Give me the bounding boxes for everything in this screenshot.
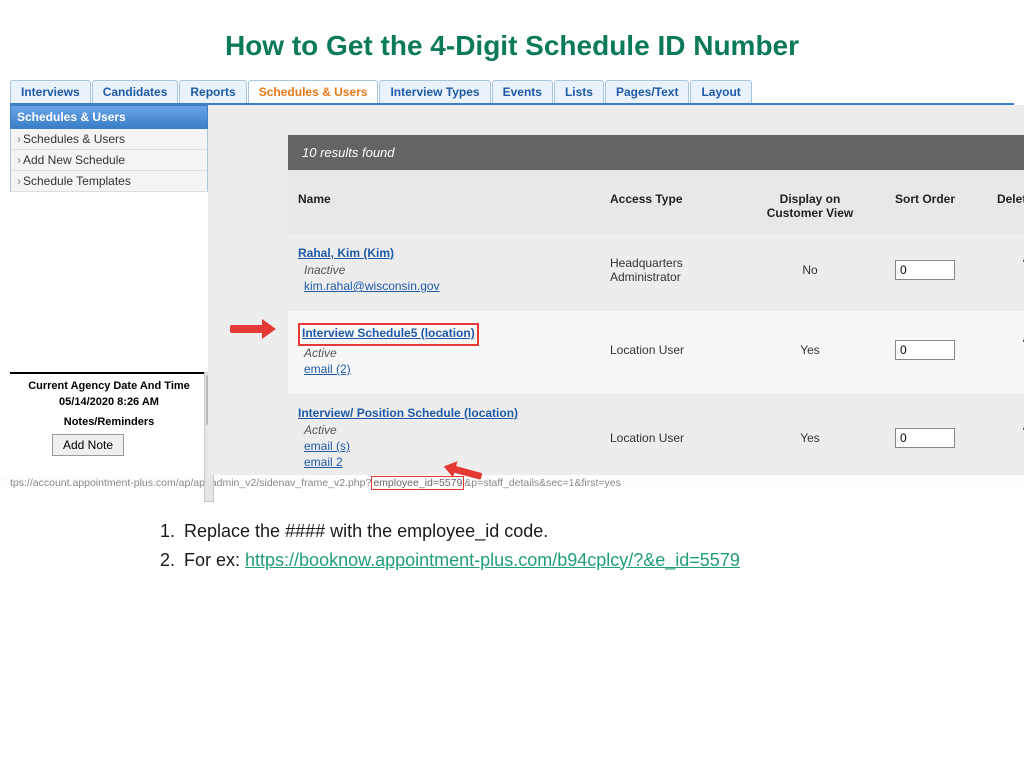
- user-status: Active: [304, 423, 337, 437]
- user-email-link[interactable]: kim.rahal@wisconsin.gov: [304, 279, 440, 293]
- url-highlight: employee_id=5579: [371, 476, 464, 490]
- user-email-link[interactable]: email (s): [304, 439, 350, 453]
- user-status: Active: [304, 346, 337, 360]
- access-type: Location User: [610, 343, 750, 357]
- sidebar-item-label: Schedule Templates: [23, 174, 131, 188]
- highlight-box: Interview Schedule5 (location): [298, 323, 479, 346]
- tab-interviews[interactable]: Interviews: [10, 80, 91, 103]
- sidebar-item-label: Add New Schedule: [23, 153, 125, 167]
- sidebar-lower: Current Agency Date And Time 05/14/2020 …: [10, 372, 208, 456]
- user-name-link[interactable]: Interview/ Position Schedule (location): [298, 406, 518, 420]
- tab-schedules-users[interactable]: Schedules & Users: [248, 80, 379, 103]
- notes-reminders-label: Notes/Reminders: [10, 416, 208, 428]
- tab-lists[interactable]: Lists: [554, 80, 604, 103]
- tab-candidates[interactable]: Candidates: [92, 80, 179, 103]
- sidebar: Schedules & Users ›Schedules & Users ›Ad…: [10, 105, 208, 475]
- table-row: Interview/ Position Schedule (location) …: [288, 394, 1024, 475]
- access-type: Location User: [610, 431, 750, 445]
- user-email-link[interactable]: email (2): [304, 362, 351, 376]
- col-display: Display on Customer View: [750, 192, 870, 220]
- example-url-link[interactable]: https://booknow.appointment-plus.com/b94…: [245, 550, 740, 570]
- status-url-bar: tps://account.appointment-plus.com/ap/ap…: [0, 475, 1024, 489]
- table-row: Interview Schedule5 (location) Active em…: [288, 311, 1024, 394]
- add-note-button[interactable]: Add Note: [52, 434, 124, 456]
- tab-pages-text[interactable]: Pages/Text: [605, 80, 689, 103]
- user-name-link[interactable]: Interview Schedule5 (location): [302, 326, 475, 340]
- sidebar-item-label: Schedules & Users: [23, 132, 125, 146]
- sort-order-input[interactable]: [895, 340, 955, 360]
- tab-bar: Interviews Candidates Reports Schedules …: [10, 80, 1014, 105]
- agency-datetime: 05/14/2020 8:26 AM: [10, 396, 208, 408]
- list-number: 1.: [160, 517, 184, 546]
- table-row: Rahal, Kim (Kim) Inactive kim.rahal@wisc…: [288, 234, 1024, 311]
- tab-interview-types[interactable]: Interview Types: [379, 80, 490, 103]
- main-panel: 10 results found Print Name Access Type …: [208, 105, 1024, 475]
- col-name: Name: [298, 192, 610, 220]
- url-post: &p=staff_details&sec=1&first=yes: [464, 477, 621, 489]
- display-value: No: [750, 263, 870, 277]
- user-email-link[interactable]: email 2: [304, 455, 343, 469]
- results-count: 10 results found: [302, 145, 395, 160]
- col-sort: Sort Order: [870, 192, 980, 220]
- tab-layout[interactable]: Layout: [690, 80, 751, 103]
- col-delete: Delete User: [980, 192, 1024, 220]
- sort-order-input[interactable]: [895, 428, 955, 448]
- url-pre: tps://account.appointment-plus.com/ap/ap…: [10, 477, 371, 489]
- table-header: Name Access Type Display on Customer Vie…: [288, 170, 1024, 234]
- display-value: Yes: [750, 343, 870, 357]
- list-number: 2.: [160, 546, 184, 575]
- access-type: Headquarters Administrator: [610, 256, 750, 284]
- sidebar-item-schedule-templates[interactable]: ›Schedule Templates: [10, 171, 208, 192]
- tab-events[interactable]: Events: [492, 80, 553, 103]
- user-name-link[interactable]: Rahal, Kim (Kim): [298, 246, 394, 260]
- sort-order-input[interactable]: [895, 260, 955, 280]
- user-status: Inactive: [304, 263, 345, 277]
- instruction-line-2-pre: For ex:: [184, 550, 245, 570]
- sidebar-header: Schedules & Users: [10, 105, 208, 129]
- instructions: 1.Replace the #### with the employee_id …: [160, 517, 1024, 575]
- sidebar-item-schedules-users[interactable]: ›Schedules & Users: [10, 129, 208, 150]
- results-bar: 10 results found Print: [288, 135, 1024, 170]
- instruction-line-1: Replace the #### with the employee_id co…: [184, 521, 548, 541]
- tab-reports[interactable]: Reports: [179, 80, 246, 103]
- agency-datetime-label: Current Agency Date And Time: [10, 380, 208, 392]
- display-value: Yes: [750, 431, 870, 445]
- col-access: Access Type: [610, 192, 750, 220]
- arrow-icon: [230, 319, 280, 339]
- page-title: How to Get the 4-Digit Schedule ID Numbe…: [0, 0, 1024, 80]
- sidebar-item-add-new-schedule[interactable]: ›Add New Schedule: [10, 150, 208, 171]
- users-table: Name Access Type Display on Customer Vie…: [288, 170, 1024, 475]
